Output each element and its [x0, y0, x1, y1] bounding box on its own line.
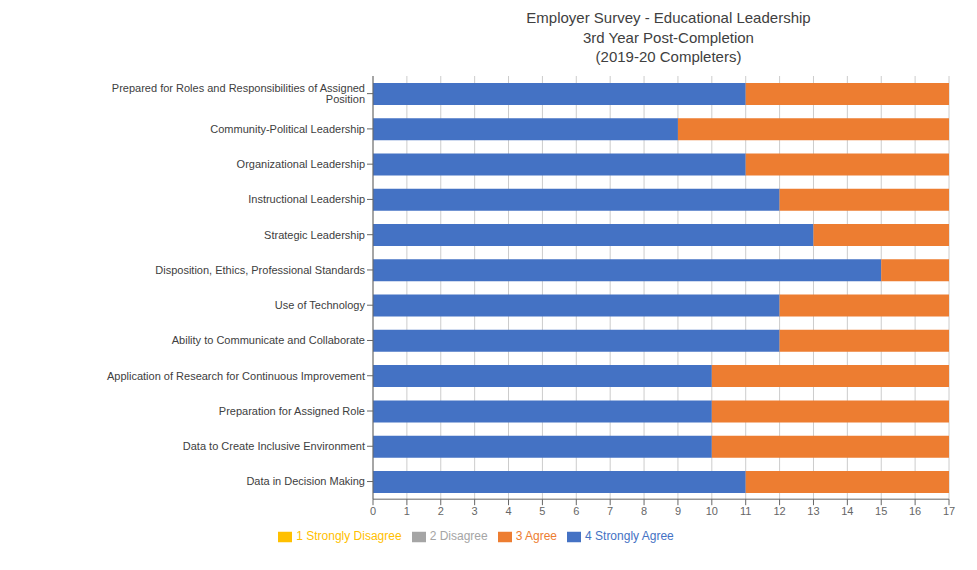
svg-text:Instructional Leadership: Instructional Leadership [248, 193, 365, 205]
svg-text:Ability to Communicate and Col: Ability to Communicate and Collaborate [172, 334, 365, 346]
svg-text:Application of Research for Co: Application of Research for Continuous I… [107, 369, 365, 381]
html-text:3rd Year Post-Completion: 3rd Year Post-Completion [583, 28, 754, 46]
svg-text:Data to Create Inclusive Envir: Data to Create Inclusive Environment [183, 440, 365, 452]
svg-text:3: 3 [472, 504, 478, 516]
svg-text:Preparation for Assigned Role: Preparation for Assigned Role [219, 404, 365, 416]
svg-text:9: 9 [675, 504, 681, 516]
svg-text:6: 6 [573, 504, 579, 516]
html-text:(2019-20 Completers): (2019-20 Completers) [595, 48, 742, 65]
svg-text:Prepared for Roles and Respons: Prepared for Roles and Responsibilities … [112, 82, 365, 105]
svg-text:Community-Political Leadership: Community-Political Leadership [210, 122, 365, 134]
svg-text:Organizational Leadership: Organizational Leadership [237, 158, 365, 170]
html-text:Employer Survey - Educational: Employer Survey - Educational Leadership [526, 9, 811, 26]
svg-text:14: 14 [841, 504, 853, 516]
svg-text:16: 16 [909, 504, 921, 516]
svg-text:Disposition, Ethics, Professio: Disposition, Ethics, Professional Standa… [155, 263, 365, 275]
svg-text:8: 8 [641, 504, 647, 516]
svg-text:10: 10 [706, 504, 718, 516]
svg-text:0: 0 [370, 504, 376, 516]
html-text:1 Strongly Disagree: 1 Strongly Disagree [296, 528, 402, 543]
svg-text:4: 4 [505, 504, 511, 516]
svg-text:1: 1 [404, 504, 410, 516]
svg-text:7: 7 [607, 504, 613, 516]
svg-text:11: 11 [740, 504, 751, 516]
svg-text:Data in Decision Making: Data in Decision Making [246, 475, 365, 487]
svg-text:17: 17 [943, 504, 955, 516]
html-text:4 Strongly Agree: 4 Strongly Agree [585, 528, 674, 543]
svg-text:Use of Technology: Use of Technology [275, 299, 366, 311]
html-text:2 Disagree: 2 Disagree [429, 528, 488, 543]
svg-text:12: 12 [773, 504, 785, 516]
svg-text:13: 13 [807, 504, 819, 516]
svg-text:15: 15 [875, 504, 887, 516]
svg-text:2: 2 [438, 504, 444, 516]
svg-text:5: 5 [539, 504, 545, 516]
svg-text:Strategic Leadership: Strategic Leadership [264, 228, 365, 240]
html-text:3 Agree: 3 Agree [515, 528, 557, 543]
